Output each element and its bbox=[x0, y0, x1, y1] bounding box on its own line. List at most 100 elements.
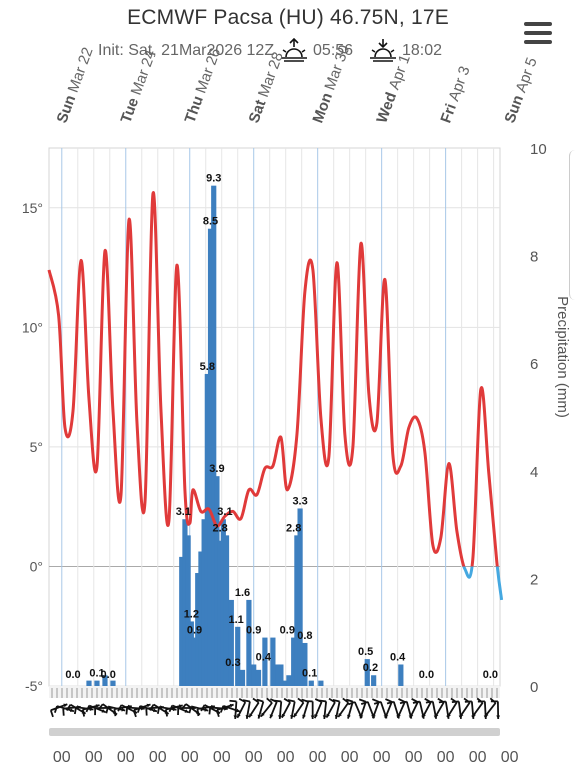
wind-barb-flag bbox=[256, 698, 264, 703]
precip-bar bbox=[198, 551, 204, 686]
date-labels: Sun Mar 22 Tue Mar 24 Thu Mar 26 Sat Mar 28… bbox=[54, 43, 541, 126]
chart-grid bbox=[48, 147, 501, 687]
precipitation-tick-label: 4 bbox=[530, 464, 538, 481]
precip-value-label: 0.1 bbox=[302, 668, 317, 680]
hour-label: 00 bbox=[149, 749, 167, 766]
precip-bar bbox=[262, 637, 268, 686]
wind-barb-flag bbox=[105, 706, 109, 714]
precip-bar bbox=[110, 680, 116, 686]
wind-barb-head bbox=[326, 713, 330, 718]
precip-value-label: 0.3 bbox=[225, 657, 240, 669]
temperature-line-below-zero bbox=[462, 566, 504, 601]
precip-bar bbox=[207, 228, 214, 686]
wind-barb-head bbox=[397, 714, 401, 719]
hour-label: 00 bbox=[469, 749, 487, 766]
hour-label: 00 bbox=[341, 749, 359, 766]
init-time: Init: Sat, 21Mar2026 12Z bbox=[98, 42, 275, 59]
hour-label: 00 bbox=[181, 749, 199, 766]
precip-bar bbox=[308, 680, 314, 686]
date-label-dow: Sun bbox=[54, 89, 81, 125]
plot-frame bbox=[48, 147, 501, 687]
temperature-line-above-zero bbox=[47, 191, 499, 567]
date-label: Sun Apr 5 bbox=[501, 55, 540, 125]
sunrise-time: 05:56 bbox=[313, 42, 354, 59]
wind-barb-flag bbox=[85, 705, 91, 713]
wind-barb-head bbox=[95, 704, 100, 708]
precip-value-label: 0.5 bbox=[358, 646, 373, 658]
wind-barb-flag bbox=[328, 697, 336, 704]
precip-bar bbox=[191, 637, 198, 686]
precipitation-axis: 10 8 6 4 2 0 Precipitation (mm) bbox=[530, 141, 571, 696]
wind-barb-flag bbox=[216, 709, 220, 718]
chart-title: ECMWF Pacsa (HU) 46.75N, 17E bbox=[127, 6, 449, 29]
precip-bar bbox=[220, 519, 226, 686]
precip-bar bbox=[297, 508, 303, 686]
wind-barb-icon bbox=[313, 698, 323, 719]
wind-barb-head bbox=[121, 707, 126, 712]
precip-bar bbox=[270, 637, 276, 686]
date-label-date: Apr 5 bbox=[512, 55, 540, 95]
wind-barb-flag bbox=[113, 709, 117, 717]
wind-barb-flag bbox=[125, 707, 129, 715]
precip-bar bbox=[318, 680, 324, 686]
precip-bar bbox=[275, 664, 281, 686]
wind-barb-flag bbox=[347, 701, 356, 706]
wind-barb-flag bbox=[319, 699, 327, 703]
temperature-tick-label: 0° bbox=[30, 558, 43, 574]
wind-barb-icon bbox=[242, 699, 251, 719]
wind-barb-flag bbox=[132, 709, 137, 718]
menu-line bbox=[524, 31, 552, 35]
wind-barb-head bbox=[245, 715, 250, 719]
wind-barb-icon bbox=[281, 697, 291, 719]
hamburger-menu-icon[interactable] bbox=[524, 22, 552, 44]
wind-barb-head bbox=[233, 715, 238, 719]
wind-barb-head bbox=[290, 714, 294, 719]
wind-barb-head bbox=[347, 714, 351, 719]
wind-barb-head bbox=[101, 709, 106, 713]
precip-value-label: 1.6 bbox=[235, 587, 250, 599]
date-label: Wed Apr 1 bbox=[373, 52, 413, 125]
wind-barb-icon bbox=[332, 699, 341, 719]
wind-barb-flag bbox=[220, 705, 225, 713]
temperature-tick-label: 5° bbox=[30, 439, 43, 455]
wind-barb-head bbox=[237, 713, 241, 718]
hour-label: 00 bbox=[213, 749, 231, 766]
precip-value-label: 3.1 bbox=[176, 506, 191, 518]
hour-labels: 00 00 00 00 00 00 00 00 00 00 00 00 00 00 00 bbox=[53, 749, 519, 766]
wind-barb-flag bbox=[97, 703, 104, 711]
wind-barb-flag bbox=[297, 697, 305, 704]
wind-barb-icon bbox=[274, 699, 283, 720]
wind-barb-flag bbox=[149, 704, 155, 711]
sunset-time: 18:02 bbox=[401, 42, 443, 59]
precip-value-label: 0.0 bbox=[483, 669, 498, 681]
wind-barb-head bbox=[384, 714, 389, 719]
wind-barb-flag bbox=[358, 698, 367, 703]
precip-value-label: 0.0 bbox=[101, 669, 116, 681]
hour-label: 00 bbox=[373, 749, 391, 766]
precip-bar bbox=[251, 664, 257, 686]
wind-barb-icon bbox=[287, 699, 296, 719]
wind-barb-flag bbox=[373, 700, 382, 705]
wind-barb-icon bbox=[49, 703, 68, 718]
wind-barb-flag bbox=[399, 700, 408, 705]
precip-value-label: 8.5 bbox=[203, 216, 218, 228]
precip-value-label: 3.1 bbox=[217, 506, 232, 518]
wind-barb-head bbox=[310, 715, 315, 719]
wind-barb-flag bbox=[53, 705, 58, 713]
wind-barb-flag bbox=[274, 699, 282, 703]
wind-barb-icon bbox=[229, 699, 238, 720]
precip-bar bbox=[283, 680, 289, 686]
precip-bar bbox=[278, 664, 284, 686]
wind-barb-flag bbox=[196, 708, 200, 717]
temperature-tick-label: -5° bbox=[25, 678, 43, 694]
wind-barb-head bbox=[257, 714, 262, 719]
wind-barb-head bbox=[484, 712, 489, 717]
wind-barb-icon bbox=[325, 697, 336, 719]
menu-line bbox=[524, 40, 552, 44]
precip-bar bbox=[398, 664, 404, 686]
scroll-handle[interactable] bbox=[569, 150, 576, 300]
precip-bar bbox=[294, 535, 300, 686]
precip-bar bbox=[179, 556, 185, 686]
wind-barb-head bbox=[314, 714, 318, 719]
